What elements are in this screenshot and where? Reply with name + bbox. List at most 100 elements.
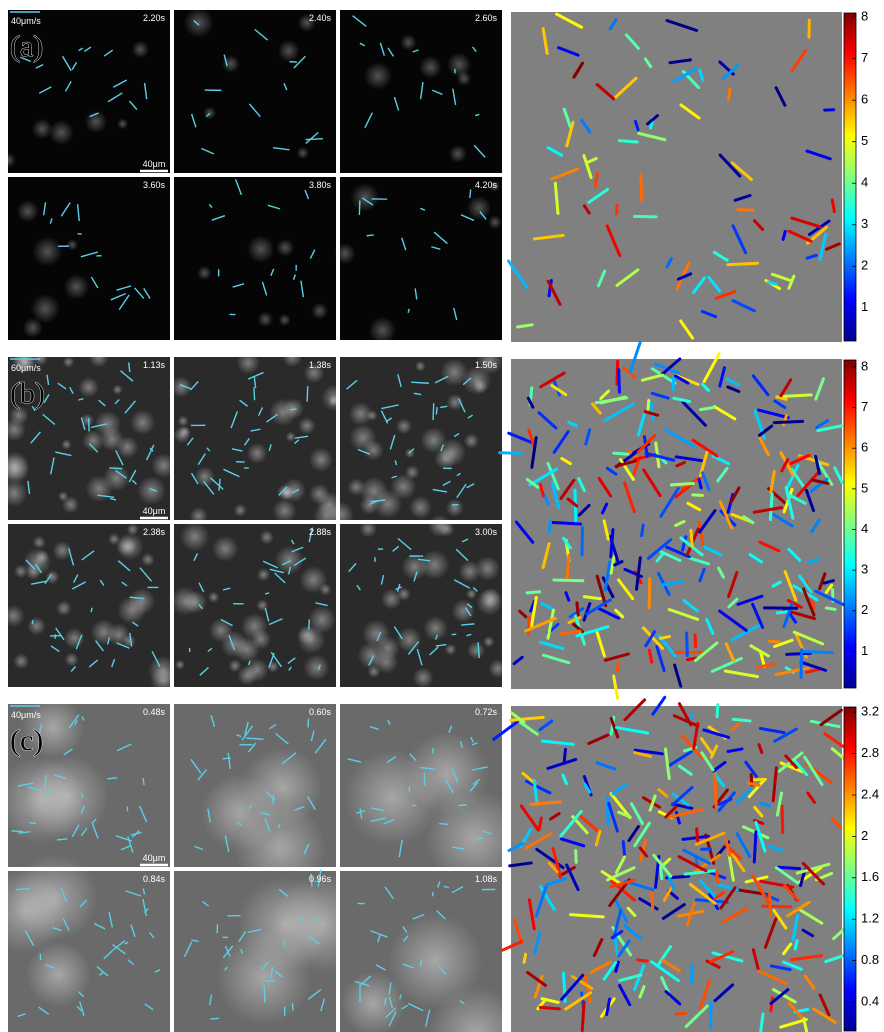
cell-glow <box>61 439 72 450</box>
flow-arrow <box>62 917 70 931</box>
flow-arrow <box>310 730 315 742</box>
flow-arrow <box>44 774 47 788</box>
track <box>578 814 599 833</box>
track <box>759 801 771 808</box>
flow-arrow <box>207 808 211 823</box>
track <box>582 602 592 622</box>
flow-arrow <box>359 42 366 47</box>
flow-arrow <box>270 268 275 276</box>
track <box>515 323 534 329</box>
track <box>612 76 638 101</box>
cell-glow <box>64 652 79 667</box>
cell-glow <box>128 587 156 615</box>
track <box>757 408 790 420</box>
flow-arrow <box>269 724 277 730</box>
track <box>692 722 700 751</box>
track <box>718 500 734 530</box>
track <box>626 906 637 918</box>
flow-arrow <box>114 399 120 405</box>
flow-arrow <box>70 666 77 672</box>
cell-glow <box>88 347 109 368</box>
flow-arrow <box>127 835 134 853</box>
flow-arrow <box>202 480 215 495</box>
flow-arrow <box>17 1013 26 1018</box>
cell-glow <box>236 350 260 375</box>
cell-glow <box>78 376 99 398</box>
track <box>803 974 816 990</box>
cell-glow <box>170 376 192 398</box>
flow-arrow <box>99 579 105 586</box>
track <box>830 198 836 214</box>
track <box>617 810 632 819</box>
flow-arrow <box>73 720 78 726</box>
track <box>744 760 758 778</box>
track <box>755 662 777 669</box>
flow-arrow <box>275 733 289 745</box>
cell-glow <box>343 749 441 846</box>
flow-arrow <box>115 469 127 479</box>
time-label: 4.20s <box>475 180 498 190</box>
cell-glow <box>446 393 464 411</box>
track <box>640 373 665 382</box>
flow-arrow <box>144 1003 154 1011</box>
flow-arrow <box>60 887 68 902</box>
cell-glow <box>228 659 242 673</box>
track <box>806 791 817 804</box>
flow-arrow <box>402 963 414 969</box>
track <box>668 808 704 819</box>
flow-arrow <box>121 581 128 587</box>
cell-glow <box>350 182 380 212</box>
track <box>664 747 671 781</box>
flow-arrow <box>92 818 97 823</box>
flow-arrow <box>417 558 431 562</box>
cell-glow <box>296 146 309 160</box>
flow-arrow <box>293 55 306 69</box>
flow-arrow <box>220 618 233 627</box>
flow-arrow <box>407 641 420 655</box>
flow-arrow <box>247 660 251 666</box>
flow-arrow <box>142 888 146 895</box>
flow-arrow <box>193 19 200 26</box>
flow-arrow <box>124 941 129 945</box>
cell-glow <box>283 398 304 419</box>
track <box>810 518 821 534</box>
flow-arrow <box>396 583 401 592</box>
cell-glow <box>25 564 42 581</box>
time-label: 0.72s <box>475 707 498 717</box>
track <box>679 319 695 340</box>
flow-arrow <box>464 607 472 617</box>
track <box>786 900 811 918</box>
track <box>702 728 731 739</box>
track <box>680 734 704 759</box>
track <box>649 889 655 910</box>
track <box>541 653 571 665</box>
track <box>646 398 651 411</box>
colorbar-tick-label: 2.8 <box>861 745 879 760</box>
flow-arrow <box>432 488 448 493</box>
flow-arrow <box>143 287 151 299</box>
cell-glow <box>0 479 28 507</box>
track <box>768 492 774 521</box>
track <box>617 939 631 958</box>
flow-arrow <box>193 553 199 562</box>
cell-glow <box>55 600 72 617</box>
track <box>685 902 696 927</box>
image-panel: 2.38s <box>2 523 178 694</box>
track <box>718 366 726 388</box>
track <box>792 630 825 646</box>
track <box>686 501 702 512</box>
flow-arrow <box>264 592 270 595</box>
image-panel: 2.20s <box>0 10 170 173</box>
flow-arrow <box>80 805 85 814</box>
colorbar-tick-label: 3 <box>861 216 868 231</box>
cell-glow <box>52 540 73 561</box>
track <box>803 755 824 786</box>
track <box>733 194 752 202</box>
track <box>525 590 542 595</box>
track <box>603 402 635 422</box>
flow-arrow <box>43 394 50 404</box>
flow-arrow <box>76 1005 83 1012</box>
flow-arrow <box>459 740 463 749</box>
track <box>658 863 664 881</box>
track <box>781 229 787 241</box>
